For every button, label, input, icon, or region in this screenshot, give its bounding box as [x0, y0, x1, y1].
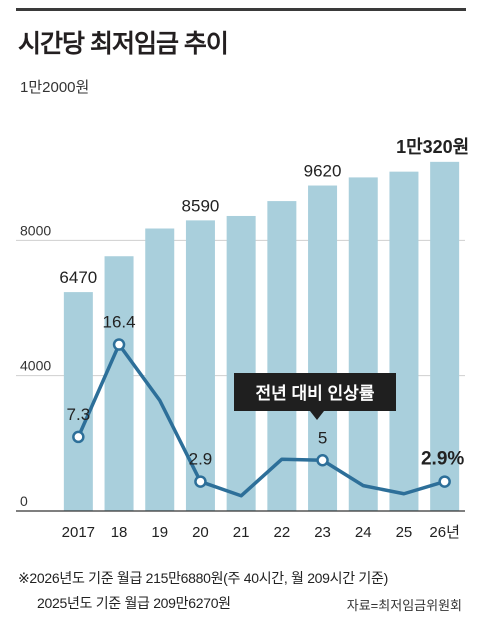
source-label: 자료=최저임금위원회 — [346, 598, 462, 613]
growth-rate-label-20: 2.9 — [189, 450, 213, 469]
growth-rate-label-2017: 7.3 — [67, 405, 91, 424]
y-tick-label-0: 0 — [20, 493, 28, 509]
x-tick-label-25: 25 — [396, 524, 413, 541]
x-tick-label-26년: 26년 — [429, 524, 460, 541]
x-tick-label-18: 18 — [111, 524, 128, 541]
footnote-monthly-2026: ※2026년도 기준 월급 215만6880원(주 40시간, 월 209시간 … — [18, 570, 388, 586]
growth-rate-line — [76, 342, 446, 498]
bar-value-label-2017: 6470 — [59, 268, 97, 287]
x-tick-label-19: 19 — [151, 524, 168, 541]
x-tick-label-24: 24 — [355, 524, 372, 541]
growth-rate-point-26년 — [438, 475, 451, 488]
growth-rate-point-18 — [112, 338, 126, 351]
growth-rate-label-23: 5 — [318, 428, 327, 447]
chart-title: 시간당 최저임금 추이 — [18, 30, 229, 58]
x-tick-label-2017: 2017 — [62, 524, 95, 541]
bar-value-label-20: 8590 — [182, 196, 220, 215]
footnote-monthly-2025: 2025년도 기준 월급 209만6270원 — [37, 595, 231, 611]
callout-pointer — [310, 411, 324, 420]
x-tick-label-22: 22 — [274, 524, 291, 541]
x-tick-label-20: 20 — [192, 524, 209, 541]
bar-22 — [267, 201, 297, 511]
growth-rate-label-26년: 2.9% — [421, 449, 464, 470]
top-rule — [16, 8, 466, 11]
unit-label: 1만2000원 — [20, 79, 90, 96]
x-tick-label-21: 21 — [233, 524, 250, 541]
y-tick-label-8000: 8000 — [20, 222, 51, 238]
y-tick-label-4000: 4000 — [20, 358, 51, 374]
callout-box — [234, 373, 396, 411]
bar-21 — [226, 215, 256, 511]
bar-value-label-23: 9620 — [304, 162, 342, 181]
legend-growth-rate-label: 전년 대비 인상률 — [256, 384, 375, 403]
growth-rate-point-20 — [194, 475, 207, 488]
bar-18 — [104, 256, 134, 511]
bar-26년 — [430, 161, 460, 511]
growth-rate-point-2017 — [72, 430, 85, 444]
bar-2017 — [63, 292, 93, 511]
bar-25 — [389, 171, 419, 511]
growth-rate-label-18: 16.4 — [103, 313, 136, 332]
bar-24 — [348, 177, 378, 512]
bar-19 — [145, 228, 175, 511]
growth-rate-point-23 — [316, 454, 329, 467]
bar-value-label-26년: 1만320원 — [396, 137, 469, 157]
x-tick-label-23: 23 — [314, 524, 331, 541]
